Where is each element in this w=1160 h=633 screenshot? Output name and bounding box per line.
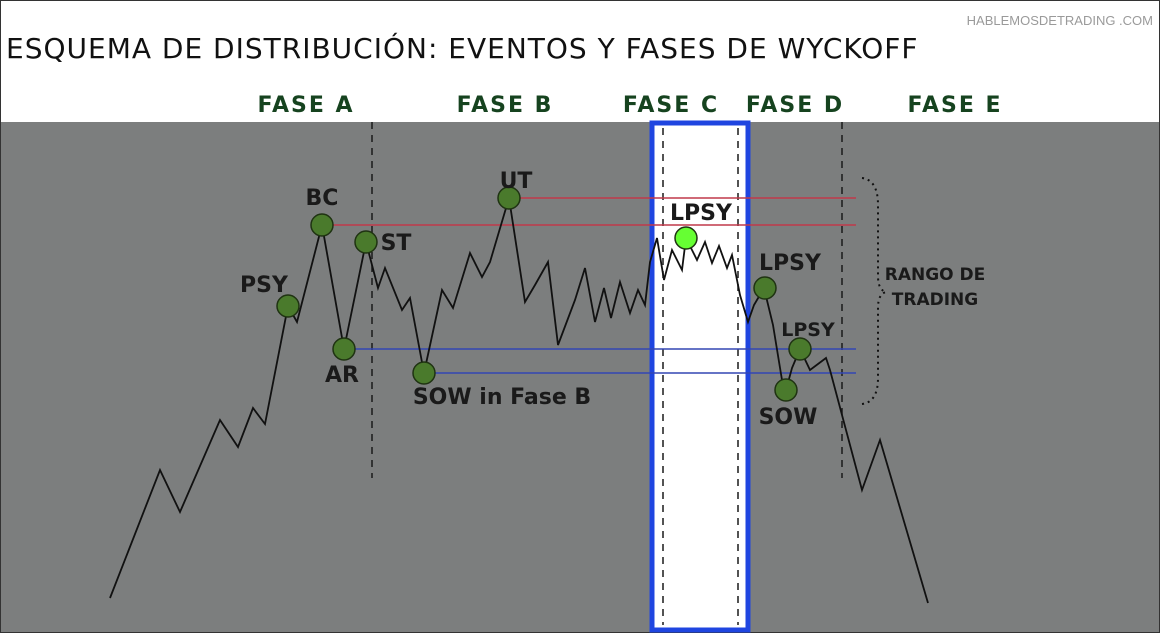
- marker-ar: [332, 337, 356, 361]
- marker-lpsy-d1: [753, 276, 777, 300]
- watermark: HABLEMOSDETRADING .COM: [967, 13, 1153, 28]
- phase-e-label: FASE E: [907, 93, 1002, 118]
- label-psy: PSY: [240, 273, 289, 298]
- label-sow-d: SOW: [759, 405, 818, 430]
- phase-dividers: [371, 122, 843, 625]
- marker-sow-b: [412, 361, 436, 385]
- marker-bc: [310, 213, 334, 237]
- phase-b-label: FASE B: [457, 93, 554, 118]
- label-ut: UT: [500, 169, 533, 194]
- marker-sow-d: [774, 378, 798, 402]
- phase-a-label: FASE A: [257, 93, 354, 118]
- price-path: [109, 197, 929, 604]
- marker-psy: [276, 294, 300, 318]
- label-st: ST: [381, 231, 412, 256]
- label-lpsy-d2: LPSY: [781, 319, 835, 341]
- chart-background: [1, 122, 1159, 632]
- range-label-line-2: TRADING: [892, 290, 978, 310]
- phase-c-label: FASE C: [623, 93, 719, 118]
- phase-d-label: FASE D: [746, 93, 844, 118]
- diagram-title: ESQUEMA DE DISTRIBUCIÓN: EVENTOS Y FASES…: [6, 31, 918, 65]
- marker-lpsy-c: [674, 226, 698, 250]
- label-lpsy-c: LPSY: [670, 201, 733, 226]
- header-background: [0, 0, 1160, 122]
- label-sow-b: SOW in Fase B: [413, 385, 591, 410]
- label-lpsy-d1: LPSY: [759, 251, 822, 276]
- marker-lpsy-d2: [788, 337, 812, 361]
- phase-c-highlight-box: [649, 120, 751, 633]
- event-markers: [276, 186, 812, 402]
- marker-ut: [497, 186, 521, 210]
- label-ar: AR: [325, 363, 359, 388]
- marker-st: [354, 230, 378, 254]
- range-label-line-1: RANGO DE: [885, 265, 986, 285]
- label-bc: BC: [306, 186, 339, 211]
